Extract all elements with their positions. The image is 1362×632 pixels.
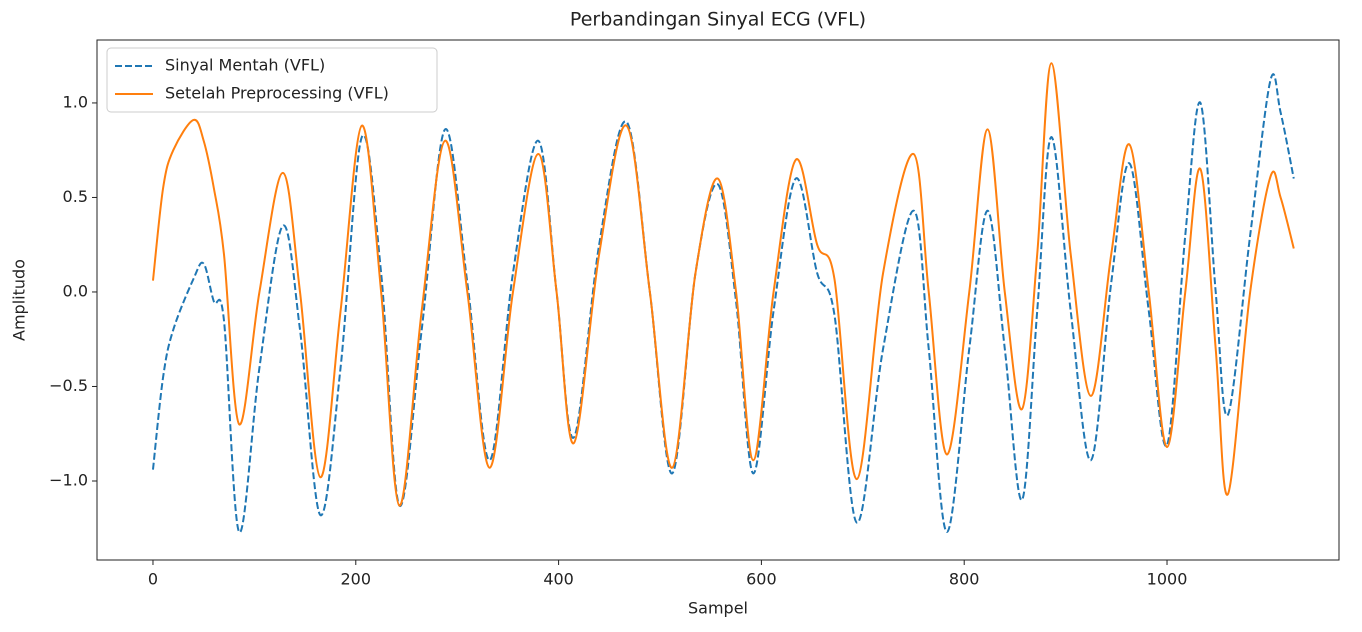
series-line (151, 62, 1295, 507)
legend-label: Setelah Preprocessing (VFL) (165, 84, 389, 103)
chart-title: Perbandingan Sinyal ECG (VFL) (570, 9, 866, 31)
plot-frame (96, 39, 1340, 561)
x-tick-label: 400 (543, 570, 574, 589)
y-tick-label: −0.5 (49, 376, 88, 395)
x-tick-label: 600 (746, 570, 777, 589)
legend-label: Sinyal Mentah (VFL) (165, 56, 325, 75)
y-tick-label: 0.0 (63, 281, 88, 300)
x-tick-label: 200 (341, 570, 372, 589)
y-tick-label: 1.0 (63, 92, 88, 111)
legend-box (106, 47, 438, 113)
y-tick-label: 0.5 (63, 187, 88, 206)
series-line (151, 73, 1295, 534)
x-tick-label: 1000 (1147, 570, 1188, 589)
y-tick-label: −1.0 (49, 470, 88, 489)
x-tick-label: 800 (949, 570, 980, 589)
x-axis-label: Sampel (688, 599, 748, 618)
x-tick-label: 0 (148, 570, 158, 589)
y-axis-label: Amplitudo (10, 259, 29, 341)
